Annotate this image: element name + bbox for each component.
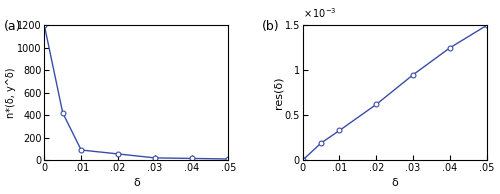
X-axis label: δ: δ — [392, 178, 398, 188]
Text: (a): (a) — [4, 20, 21, 33]
Text: (b): (b) — [262, 20, 280, 33]
Y-axis label: res(δ): res(δ) — [273, 76, 283, 109]
Text: $\times\,10^{-3}$: $\times\,10^{-3}$ — [302, 6, 336, 20]
X-axis label: δ: δ — [133, 178, 140, 188]
Y-axis label: n*(δ, y^δ): n*(δ, y^δ) — [6, 68, 16, 118]
